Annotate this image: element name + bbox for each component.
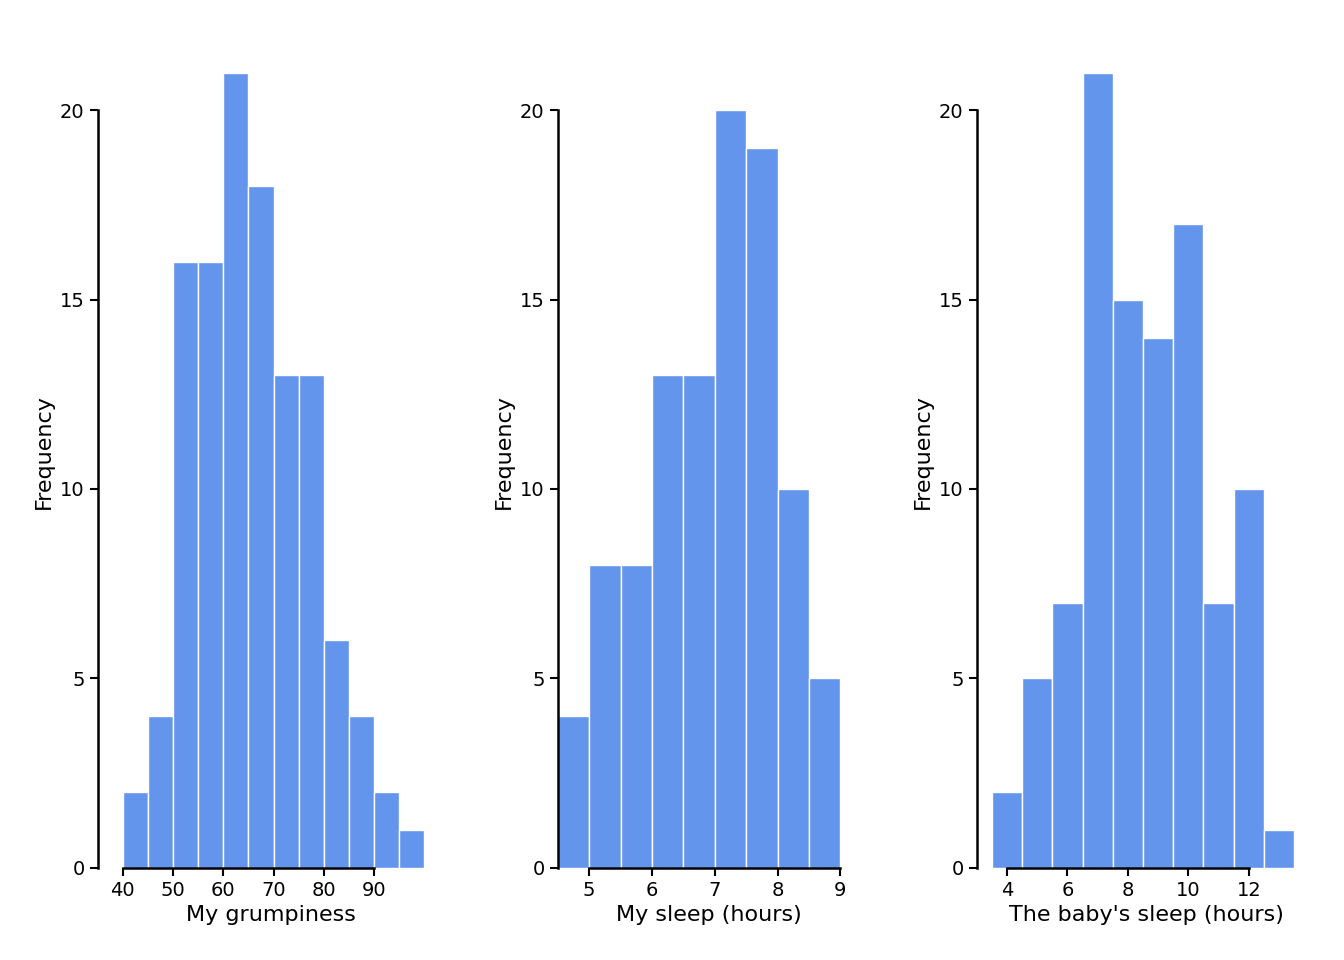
Y-axis label: Frequency: Frequency [913,394,933,509]
Bar [746,148,778,868]
Bar [1203,603,1234,868]
Bar [558,716,589,868]
Bar [1113,300,1142,868]
Bar [223,73,249,868]
Bar [122,792,148,868]
Bar [1173,224,1203,868]
Bar [992,792,1021,868]
Bar [1052,603,1082,868]
Bar [173,262,198,868]
Bar [324,640,349,868]
Bar [274,375,298,868]
Y-axis label: Frequency: Frequency [495,394,515,509]
Bar [809,679,840,868]
Bar [1263,829,1294,868]
Bar [148,716,173,868]
Bar [683,375,715,868]
Bar [249,186,274,868]
Bar [198,262,223,868]
X-axis label: The baby's sleep (hours): The baby's sleep (hours) [1008,905,1284,925]
Bar [621,564,652,868]
Bar [715,110,746,868]
Bar [589,564,621,868]
Bar [1082,73,1113,868]
X-axis label: My sleep (hours): My sleep (hours) [616,905,801,925]
Bar [1142,338,1173,868]
Bar [349,716,374,868]
Bar [298,375,324,868]
Y-axis label: Frequency: Frequency [34,394,54,509]
Bar [399,829,425,868]
Bar [374,792,399,868]
Bar [652,375,683,868]
Bar [778,489,809,868]
X-axis label: My grumpiness: My grumpiness [185,905,356,925]
Bar [1234,489,1263,868]
Bar [1021,679,1052,868]
